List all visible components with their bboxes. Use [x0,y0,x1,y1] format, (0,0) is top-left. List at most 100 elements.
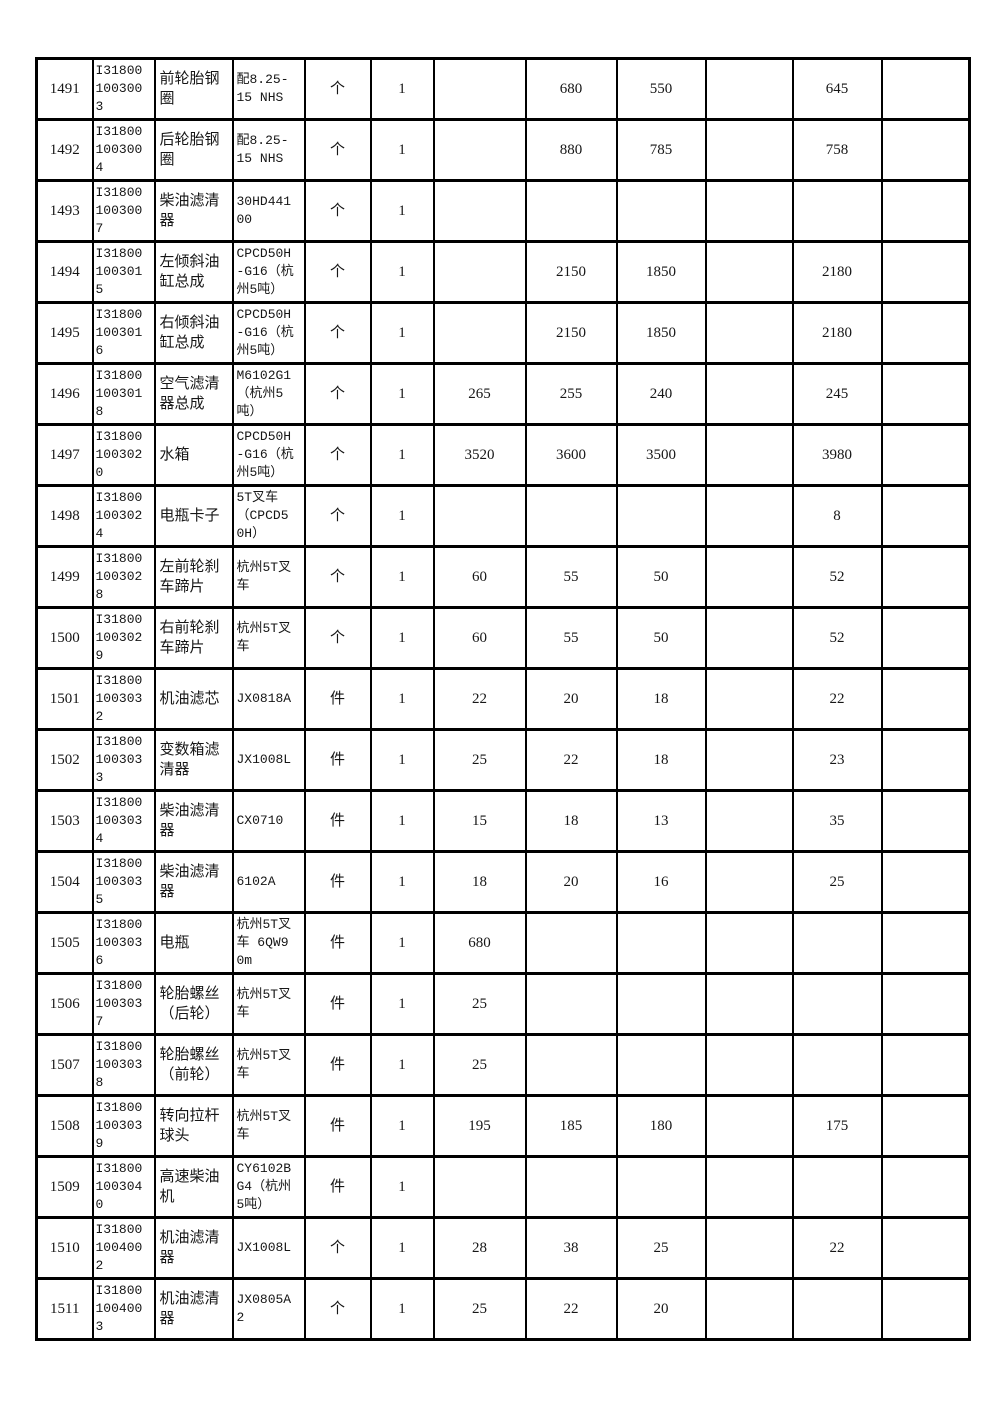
cell-price-1 [432,118,527,182]
cell-text: 空气滤清器总成 [159,376,220,412]
cell-price-5 [791,1155,883,1219]
cell-price-5: 22 [791,667,883,731]
cell-price-4 [704,240,794,304]
cell-text: 1 [398,751,406,768]
cell-part-code: I318001003003 [91,57,156,121]
cell-text: 1 [398,80,406,97]
cell-text: 2150 [556,263,586,280]
cell-quantity: 1 [369,301,435,365]
cell-text: I318001003039 [95,1100,143,1151]
cell-price-4 [704,789,794,853]
cell-price-5: 2180 [791,301,883,365]
cell-unit: 个 [303,606,372,670]
cell-unit: 件 [303,911,372,975]
table-row: 1495 I318001003016 右倾斜油缸总成 CPCD50H-G16（杭州5吨… [35,301,971,365]
cell-price-1: 28 [432,1216,527,1280]
cell-text: 件 [329,812,345,829]
cell-price-5: 2180 [791,240,883,304]
cell-text: 杭州5T叉车 6QW90m [236,917,292,968]
cell-price-3: 50 [615,545,707,609]
cell-part-code: I318001003034 [91,789,156,853]
cell-price-2: 2150 [524,301,618,365]
cell-unit: 个 [303,362,372,426]
table-row: 1493 I318001003007 柴油滤清器 30HD44100 个 1 [35,179,971,243]
cell-price-6 [880,1216,971,1280]
cell-price-5 [791,1277,883,1341]
cell-price-2: 22 [524,1277,618,1341]
cell-part-spec: 30HD44100 [231,179,306,243]
cell-serial-number: 1492 [35,118,94,182]
cell-text: 680 [559,80,583,97]
cell-part-code: I318001003015 [91,240,156,304]
cell-text: 25 [653,1239,669,1256]
cell-quantity: 1 [369,240,435,304]
cell-price-2 [524,972,618,1036]
cell-serial-number: 1497 [35,423,94,487]
cell-price-2: 20 [524,667,618,731]
cell-price-4 [704,667,794,731]
cell-text: 件 [329,995,345,1012]
cell-text: 1495 [49,324,80,341]
cell-text: 8 [833,507,841,524]
cell-text: 1850 [646,324,676,341]
cell-price-6 [880,1155,971,1219]
cell-text: 1 [398,690,406,707]
cell-text: I318001003007 [95,185,143,236]
cell-price-5: 758 [791,118,883,182]
table-row: 1492 I318001003004 后轮胎钢圈 配8.25-15 NHS 个 1 880 7… [35,118,971,182]
cell-text: 1 [398,446,406,463]
cell-text: 1503 [49,812,80,829]
cell-text: 1497 [49,446,80,463]
cell-text: 1507 [49,1056,80,1073]
cell-price-4 [704,301,794,365]
cell-price-2 [524,911,618,975]
cell-part-code: I318001003035 [91,850,156,914]
cell-part-spec: 配8.25-15 NHS [231,118,306,182]
cell-text: 1505 [49,934,80,951]
cell-text: 机油滤芯 [159,691,220,707]
cell-text: I318001004003 [95,1283,143,1334]
cell-serial-number: 1506 [35,972,94,1036]
cell-part-spec: 杭州5T叉车 [231,545,306,609]
cell-text: 转向拉杆球头 [159,1108,220,1144]
cell-text: 2180 [822,263,852,280]
cell-text: 240 [649,385,673,402]
cell-serial-number: 1498 [35,484,94,548]
cell-text: I318001003037 [95,978,143,1029]
cell-text: 25 [472,995,487,1012]
table-row: 1497 I318001003020 水箱 CPCD50H-G16（杭州5吨） 个 1 35… [35,423,971,487]
cell-price-3: 18 [615,728,707,792]
cell-price-6 [880,118,971,182]
cell-part-spec: CPCD50H-G16（杭州5吨） [231,240,306,304]
table-row: 1508 I318001003039 转向拉杆球头 杭州5T叉车 件 1 195 185 180… [35,1094,971,1158]
cell-text: 杭州5T叉车 [236,1048,292,1081]
cell-text: 1 [398,812,406,829]
cell-text: 柴油滤清器 [159,803,220,839]
cell-price-5: 23 [791,728,883,792]
cell-price-5 [791,179,883,243]
cell-text: 550 [649,80,673,97]
cell-unit: 个 [303,1216,372,1280]
cell-serial-number: 1505 [35,911,94,975]
cell-price-4 [704,57,794,121]
parts-price-table: 1491 I318001003003 前轮胎钢圈 配8.25-15 NHS 个 1 680 5… [35,57,971,1341]
cell-part-name: 转向拉杆球头 [153,1094,234,1158]
cell-text: 高速柴油机 [159,1169,220,1205]
cell-text: 22 [829,1239,845,1256]
cell-text: 1510 [49,1239,80,1256]
cell-quantity: 1 [369,118,435,182]
cell-price-2 [524,179,618,243]
cell-price-5: 245 [791,362,883,426]
cell-text: 机油滤清器 [159,1230,220,1266]
cell-price-3: 1850 [615,301,707,365]
cell-serial-number: 1493 [35,179,94,243]
cell-serial-number: 1496 [35,362,94,426]
cell-text: I318001003016 [95,307,143,358]
cell-text: 1 [398,1117,406,1134]
cell-text: 175 [825,1117,849,1134]
cell-text: 680 [468,934,491,951]
cell-part-name: 左倾斜油缸总成 [153,240,234,304]
cell-serial-number: 1501 [35,667,94,731]
cell-text: I318001003015 [95,246,143,297]
cell-text: 电瓶 [159,935,190,951]
